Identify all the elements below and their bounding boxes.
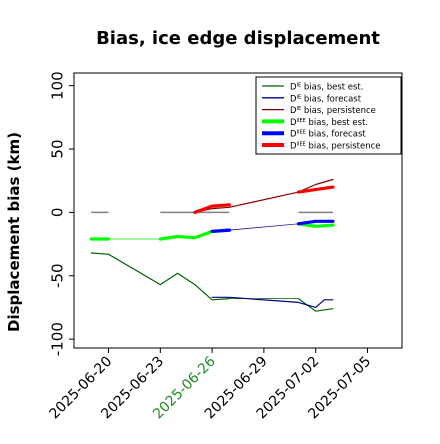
y-axis-label: Displacement bias (km) — [5, 132, 23, 332]
legend-label-5: DIIEE bias, persistence — [290, 142, 381, 152]
y-tick-label: 100 — [49, 71, 67, 100]
series-connector-line — [229, 223, 299, 231]
series-line-5 — [296, 185, 335, 194]
plot-layer: 100500-50-1002025-06-202025-06-232025-06… — [47, 71, 403, 422]
series-line-5 — [193, 203, 231, 214]
series-line-0 — [90, 252, 230, 301]
legend-label-1: DIE bias, forecast — [290, 94, 362, 104]
chart-title: Bias, ice edge displacement — [96, 28, 380, 49]
y-tick-label: -50 — [49, 264, 67, 289]
series-line-4 — [210, 228, 231, 233]
series-line-4 — [296, 219, 335, 226]
y-tick-label: 0 — [49, 208, 67, 218]
legend-label-3: DIIEE bias, best est. — [290, 118, 368, 128]
series-line-2 — [194, 178, 334, 213]
series-line-1 — [211, 296, 334, 308]
series-line-0 — [297, 298, 334, 312]
y-tick-label: -100 — [49, 322, 67, 356]
legend-label-2: DIE bias, persistence — [290, 106, 376, 116]
plot-frame — [73, 72, 403, 349]
legend-label-4: DIIEE bias, forecast — [290, 130, 366, 140]
y-tick-label: 50 — [49, 139, 67, 158]
series-line-3 — [296, 222, 335, 228]
legend-label-0: DIE bias, best est. — [290, 83, 363, 93]
legend-box — [255, 76, 402, 155]
